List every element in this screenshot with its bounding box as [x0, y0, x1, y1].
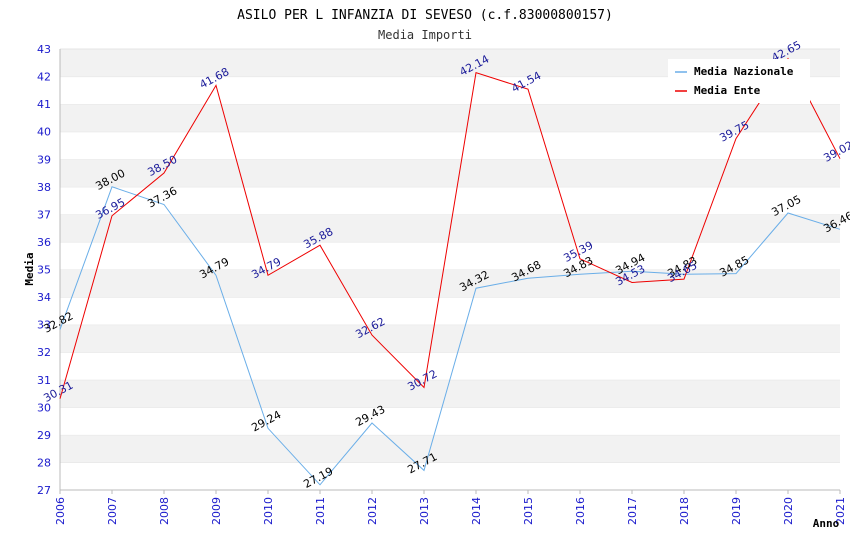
series-line-media-ente	[59, 57, 841, 399]
grid-band	[60, 462, 840, 490]
y-tick-label: 37	[37, 208, 51, 221]
series-line-media-nazionale	[59, 186, 841, 486]
y-tick-label: 32	[37, 346, 51, 359]
grid-band	[60, 352, 840, 380]
y-tick-label: 31	[37, 374, 51, 387]
y-tick-label: 40	[37, 126, 51, 139]
y-tick-label: 43	[37, 43, 51, 56]
chart-title: ASILO PER L INFANZIA DI SEVESO (c.f.8300…	[237, 8, 613, 23]
x-axis-ticks: 2006 2007 2008 2009 2010 2011 2012 2013 2014 2015…	[54, 490, 847, 525]
x-tick-label: 2012	[366, 497, 379, 525]
y-tick-label: 34	[37, 291, 51, 304]
grid-band	[60, 407, 840, 435]
x-tick-label: 2016	[574, 497, 587, 525]
grid-band	[60, 379, 840, 408]
x-tick-label: 2014	[470, 497, 483, 525]
legend: Media Nazionale Media Ente	[668, 59, 810, 103]
y-tick-label: 29	[37, 429, 51, 442]
x-axis-label: Anno	[813, 517, 840, 530]
y-tick-label: 28	[37, 456, 51, 469]
x-tick-label: 2019	[730, 497, 743, 525]
y-axis-ticks: 27 28 29 30 31 32 33 34 35 36 37 38 39 40 41 42 43	[37, 43, 51, 497]
y-axis-label: Media	[23, 252, 36, 285]
grid-band	[60, 186, 840, 215]
x-tick-label: 2010	[262, 497, 275, 525]
x-tick-label: 2013	[418, 497, 431, 525]
grid-band	[60, 324, 840, 353]
y-tick-label: 35	[37, 264, 51, 277]
x-tick-label: 2018	[678, 497, 691, 525]
grid-band	[60, 159, 840, 187]
y-tick-label: 41	[37, 98, 51, 111]
y-tick-label: 39	[37, 153, 51, 166]
series-lines	[59, 57, 841, 486]
x-tick-label: 2020	[782, 497, 795, 525]
x-tick-label: 2021	[834, 497, 847, 525]
x-tick-label: 2008	[158, 497, 171, 525]
grid-band	[60, 434, 840, 463]
grid-band	[60, 297, 840, 325]
y-tick-label: 38	[37, 181, 51, 194]
grid-band	[60, 241, 840, 270]
x-tick-label: 2006	[54, 497, 67, 525]
y-tick-label: 27	[37, 484, 51, 497]
legend-box	[668, 59, 810, 103]
y-tick-label: 42	[37, 71, 51, 84]
grid-bands	[60, 48, 840, 490]
y-tick-label: 30	[37, 401, 51, 414]
x-tick-label: 2015	[522, 497, 535, 525]
grid-band	[60, 131, 840, 160]
chart-subtitle: Media Importi	[378, 28, 472, 42]
legend-label-media-nazionale: Media Nazionale	[694, 65, 794, 78]
x-tick-label: 2009	[210, 497, 223, 525]
x-tick-label: 2017	[626, 497, 639, 525]
y-tick-label: 36	[37, 236, 51, 249]
y-tick-label: 33	[37, 319, 51, 332]
x-tick-label: 2011	[314, 497, 327, 525]
legend-label-media-ente: Media Ente	[694, 84, 761, 97]
grid-band	[60, 104, 840, 132]
x-tick-label: 2007	[106, 497, 119, 525]
